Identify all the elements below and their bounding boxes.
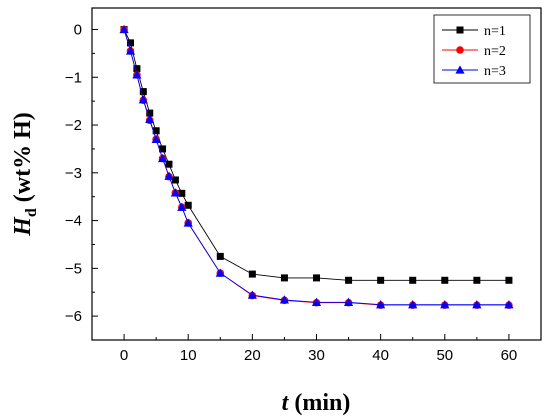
- data-point: [311, 297, 322, 306]
- data-point: [132, 70, 142, 79]
- data-point: [440, 300, 450, 309]
- y-axis-title: Hd (wt% H): [10, 112, 40, 237]
- data-point: [145, 114, 155, 123]
- legend-label: n=1: [484, 24, 506, 39]
- data-point: [138, 95, 148, 104]
- data-point: [376, 300, 386, 309]
- data-point: [184, 201, 192, 209]
- data-point: [151, 134, 161, 144]
- x-tick-label: 20: [244, 347, 261, 364]
- data-point: [164, 171, 174, 180]
- legend: n=1 n=2 n=3: [433, 14, 531, 84]
- data-point: [473, 276, 481, 284]
- x-tick-label: 10: [180, 347, 197, 364]
- legend-marker: [455, 65, 465, 74]
- legend-marker: [456, 26, 464, 34]
- data-point: [215, 268, 225, 277]
- data-point: [313, 274, 320, 282]
- data-point: [216, 252, 224, 260]
- data-point: [177, 202, 187, 211]
- x-tick-label: 30: [308, 347, 325, 364]
- data-point: [279, 295, 290, 304]
- data-point: [178, 189, 186, 197]
- data-point: [441, 276, 449, 284]
- data-point: [247, 290, 257, 299]
- data-point: [345, 276, 353, 284]
- y-tick-label: −3: [65, 165, 82, 182]
- data-point: [183, 218, 193, 227]
- data-point: [505, 276, 513, 284]
- data-point: [343, 297, 354, 306]
- y-tick-label: −2: [65, 117, 82, 134]
- data-point: [280, 274, 288, 282]
- data-point: [126, 39, 134, 47]
- data-point: [152, 127, 160, 135]
- legend-box: [433, 14, 531, 84]
- data-point: [146, 109, 154, 117]
- series-3: [119, 24, 514, 309]
- x-axis-title: t (min): [282, 390, 351, 416]
- data-point: [159, 145, 167, 153]
- data-point: [139, 88, 147, 96]
- data-point: [377, 276, 385, 284]
- data-point: [133, 65, 141, 73]
- data-point: [248, 270, 256, 278]
- data-point: [409, 276, 417, 284]
- series-layer: [119, 24, 514, 309]
- x-tick-label: 60: [501, 347, 518, 364]
- legend-label: n=3: [484, 64, 506, 79]
- y-tick-label: 0: [74, 21, 82, 38]
- x-tick-label: 0: [120, 347, 128, 364]
- data-point: [472, 300, 482, 309]
- x-tick-label: 40: [372, 347, 389, 364]
- x-tick-label: 50: [436, 347, 453, 364]
- data-point: [170, 188, 180, 197]
- data-point: [165, 160, 173, 168]
- y-tick-label: −6: [65, 308, 82, 325]
- y-tick-label: −1: [65, 69, 82, 86]
- axis-ticks: 0 10 20 30 40 50 60 0 −1 −2 −3 −4 −5 −6: [65, 21, 517, 364]
- legend-label: n=2: [484, 44, 506, 59]
- data-point: [171, 176, 179, 184]
- data-point: [119, 24, 129, 34]
- y-tick-label: −4: [65, 213, 82, 230]
- data-point: [504, 300, 514, 309]
- legend-marker: [456, 46, 464, 54]
- data-point: [125, 46, 136, 55]
- y-tick-label: −5: [65, 260, 82, 277]
- data-point: [408, 300, 418, 309]
- data-point: [157, 153, 168, 163]
